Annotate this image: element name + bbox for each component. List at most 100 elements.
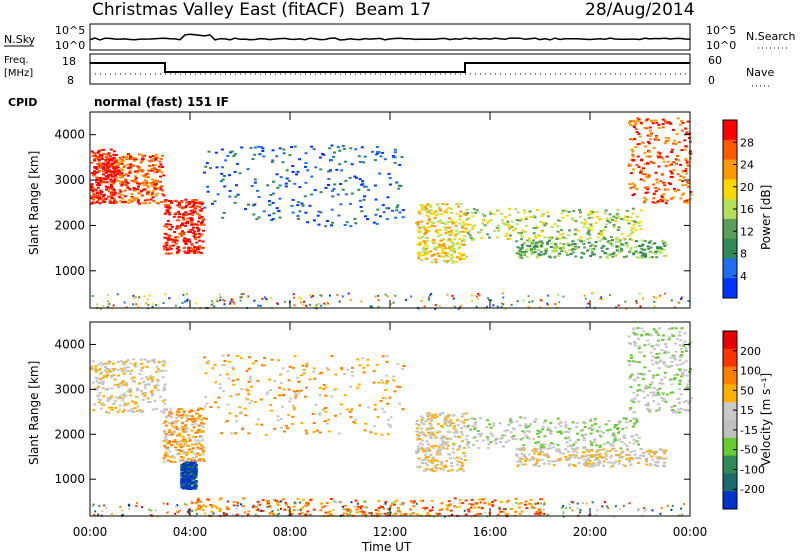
heatmap-cell bbox=[433, 465, 437, 468]
heatmap-cell bbox=[147, 383, 151, 386]
heatmap-cell bbox=[440, 244, 444, 247]
heatmap-cell bbox=[684, 347, 688, 350]
heatmap-cell bbox=[635, 420, 639, 423]
heatmap-cell bbox=[344, 508, 348, 511]
heatmap-cell bbox=[215, 166, 219, 169]
heatmap-cell bbox=[524, 426, 528, 429]
heatmap-cell bbox=[615, 214, 619, 217]
heatmap-cell bbox=[492, 422, 496, 425]
cpid-value: normal (fast) 151 IF bbox=[94, 95, 229, 109]
heatmap-cell bbox=[642, 330, 646, 333]
heatmap-cell bbox=[649, 449, 653, 452]
heatmap-cell bbox=[560, 228, 564, 231]
heatmap-cell bbox=[615, 306, 617, 309]
heatmap-cell bbox=[648, 256, 652, 259]
heatmap-cell bbox=[171, 460, 175, 463]
heatmap-cell bbox=[296, 170, 300, 173]
heatmap-cell bbox=[277, 303, 280, 305]
heatmap-cell bbox=[167, 208, 171, 211]
heatmap-cell bbox=[642, 507, 645, 510]
heatmap-cell bbox=[162, 502, 165, 505]
heatmap-cell bbox=[679, 163, 683, 166]
heatmap-cell bbox=[445, 504, 448, 507]
heatmap-cell bbox=[537, 253, 541, 255]
heatmap-cell bbox=[164, 424, 168, 427]
heatmap-cell bbox=[447, 453, 451, 456]
heatmap-cell bbox=[635, 131, 639, 133]
heatmap-cell bbox=[587, 241, 591, 244]
heatmap-cell bbox=[288, 506, 291, 509]
heatmap-cell bbox=[291, 171, 295, 173]
heatmap-cell bbox=[658, 294, 661, 297]
heatmap-cell bbox=[201, 430, 205, 433]
heatmap-cell bbox=[647, 142, 651, 145]
heatmap-cell bbox=[501, 219, 504, 222]
heatmap-cell bbox=[197, 201, 201, 204]
heatmap-cell bbox=[524, 218, 528, 221]
heatmap-cell bbox=[190, 500, 193, 503]
heatmap-cell bbox=[121, 397, 125, 400]
heatmap-cell bbox=[609, 456, 613, 459]
heatmap-cell bbox=[558, 220, 562, 222]
heatmap-cell bbox=[636, 143, 640, 146]
heatmap-cell bbox=[630, 373, 634, 376]
heatmap-cell bbox=[583, 223, 587, 225]
heatmap-cell bbox=[90, 187, 94, 190]
heatmap-cell bbox=[298, 158, 302, 161]
heatmap-cell bbox=[670, 148, 674, 151]
heatmap-cell bbox=[611, 253, 615, 255]
heatmap-cell bbox=[182, 439, 186, 442]
heatmap-cell bbox=[173, 213, 177, 216]
heatmap-cell bbox=[110, 513, 113, 515]
heatmap-cell bbox=[291, 366, 295, 369]
heatmap-cell bbox=[214, 505, 218, 508]
heatmap-cell bbox=[415, 222, 419, 225]
heatmap-cell bbox=[143, 202, 147, 205]
heatmap-cell bbox=[464, 412, 468, 415]
heatmap-cell bbox=[620, 451, 624, 454]
heatmap-cell bbox=[570, 244, 574, 247]
heatmap-cell bbox=[129, 164, 133, 167]
heatmap-cell bbox=[598, 445, 602, 448]
heatmap-cell bbox=[640, 334, 644, 337]
heatmap-cell bbox=[676, 188, 680, 191]
heatmap-cell bbox=[474, 503, 478, 506]
heatmap-cell bbox=[426, 431, 430, 434]
heatmap-cell bbox=[426, 236, 429, 239]
heatmap-cell bbox=[90, 367, 94, 370]
heatmap-cell bbox=[428, 422, 432, 425]
heatmap-cell bbox=[376, 151, 380, 153]
heatmap-cell bbox=[575, 447, 579, 449]
heatmap-cell bbox=[556, 225, 560, 228]
heatmap-cell bbox=[629, 385, 633, 388]
heatmap-cell bbox=[534, 503, 537, 505]
heatmap-cell bbox=[310, 145, 314, 148]
heatmap-cell bbox=[685, 161, 689, 164]
heatmap-cell bbox=[298, 186, 302, 189]
heatmap-cell bbox=[230, 432, 233, 435]
nsky-label: N.Sky bbox=[4, 33, 36, 46]
heatmap-cell bbox=[569, 506, 572, 509]
heatmap-cell bbox=[448, 217, 451, 220]
heatmap-cell bbox=[182, 441, 186, 444]
heatmap-cell bbox=[509, 431, 513, 434]
heatmap-cell bbox=[653, 300, 656, 303]
heatmap-cell bbox=[603, 238, 607, 241]
heatmap-cell bbox=[435, 436, 439, 439]
heatmap-cell bbox=[634, 123, 638, 125]
heatmap-cell bbox=[362, 511, 366, 514]
heatmap-cell bbox=[257, 510, 261, 512]
heatmap-cell bbox=[670, 364, 674, 367]
heatmap-cell bbox=[662, 248, 666, 251]
heatmap-cell bbox=[495, 226, 499, 229]
heatmap-cell bbox=[98, 149, 102, 152]
heatmap-cell bbox=[199, 500, 203, 503]
heatmap-cell bbox=[147, 159, 151, 162]
heatmap-cell bbox=[395, 209, 399, 212]
heatmap-cell bbox=[681, 513, 684, 516]
heatmap-cell bbox=[321, 506, 324, 509]
heatmap-cell bbox=[480, 228, 484, 231]
heatmap-cell bbox=[649, 463, 652, 465]
heatmap-cell bbox=[633, 184, 637, 187]
heatmap-cell bbox=[443, 245, 446, 248]
